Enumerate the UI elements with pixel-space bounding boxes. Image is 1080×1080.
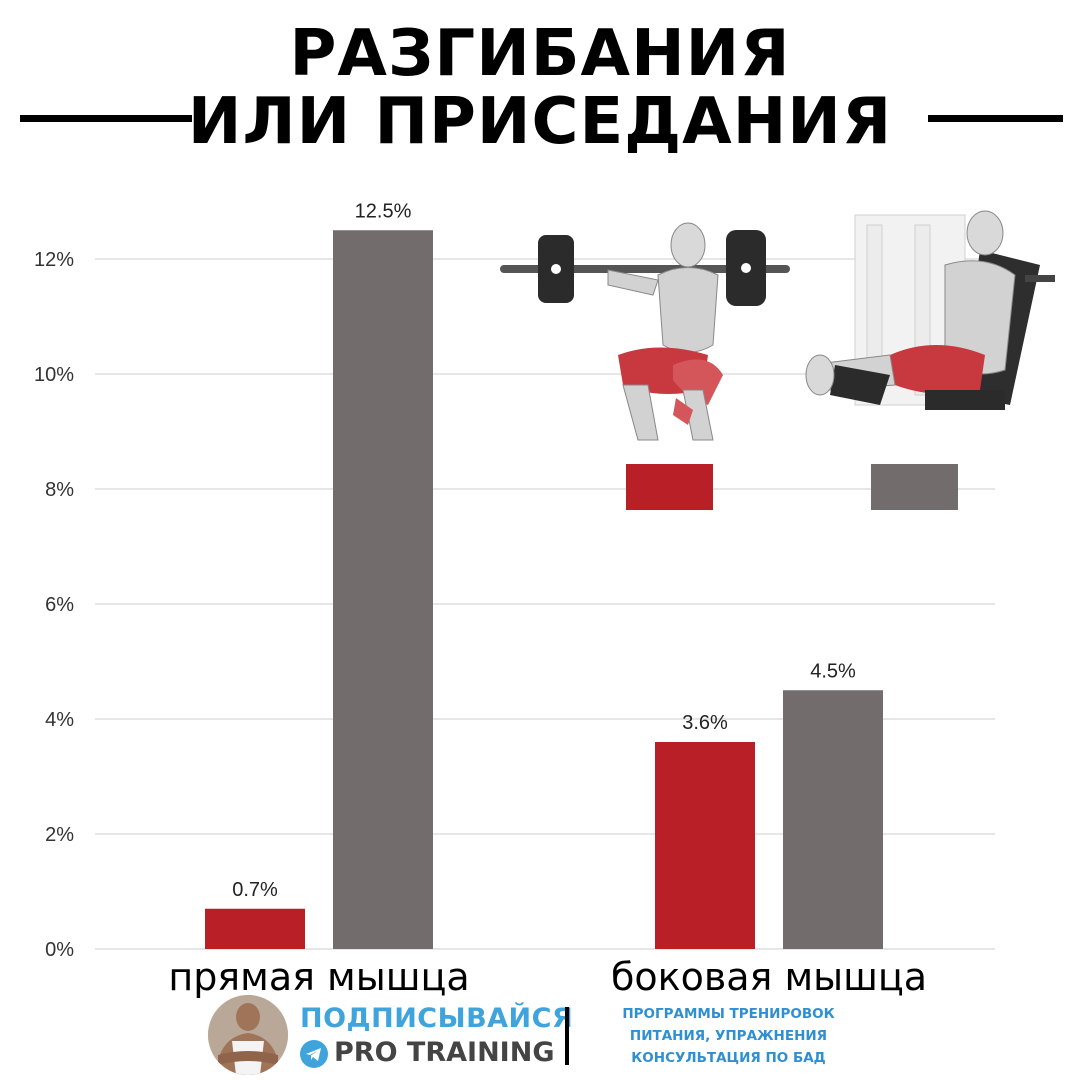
- bar-value-label: 0.7%: [232, 879, 278, 901]
- y-tick-label: 8%: [45, 479, 74, 501]
- legend-swatch: [871, 464, 958, 510]
- legend-swatch: [626, 464, 713, 510]
- page-title-line-1: РАЗГИБАНИЯ: [289, 17, 791, 91]
- y-tick-label: 10%: [34, 364, 74, 386]
- y-tick-label: 4%: [45, 709, 74, 731]
- y-tick-label: 2%: [45, 824, 74, 846]
- bar-value-label: 4.5%: [810, 660, 856, 682]
- footer-divider: [565, 1007, 569, 1065]
- services-line-1: ПРОГРАММЫ ТРЕНИРОВОК: [622, 1006, 835, 1022]
- x-category-label: прямая мышца: [168, 955, 469, 999]
- bar-value-label: 3.6%: [682, 712, 728, 734]
- avatar[interactable]: [208, 995, 288, 1075]
- services-line-3: КОНСУЛЬТАЦИЯ ПО БАД: [631, 1050, 826, 1066]
- subscribe-cta[interactable]: ПОДПИСЫВАЙСЯ: [300, 1003, 574, 1034]
- title-rule-right: [928, 115, 1063, 122]
- barbell-squat-figure: [498, 215, 798, 455]
- bar-chart: 0% 2% 4% 6% 8% 10% 12% 0.7% 3.6% 12.5% 4.5% прямая …: [34, 200, 995, 999]
- y-tick-label: 12%: [34, 249, 74, 271]
- services-list: ПРОГРАММЫ ТРЕНИРОВОК ПИТАНИЯ, УПРАЖНЕНИЯ…: [606, 1003, 851, 1069]
- page-title-line-2: ИЛИ ПРИСЕДАНИЯ: [187, 85, 893, 159]
- bar: [655, 742, 755, 949]
- bar-value-label: 12.5%: [355, 200, 412, 222]
- bar: [783, 690, 883, 949]
- telegram-icon[interactable]: [300, 1040, 328, 1068]
- y-tick-label: 0%: [45, 939, 74, 961]
- title-rule-left: [20, 115, 192, 122]
- bar: [205, 908, 305, 949]
- bar: [333, 230, 433, 949]
- channel-name[interactable]: PRO TRAINING: [334, 1037, 555, 1068]
- y-tick-label: 6%: [45, 594, 74, 616]
- leg-extension-machine-figure: [795, 205, 1065, 445]
- services-line-2: ПИТАНИЯ, УПРАЖНЕНИЯ: [629, 1028, 828, 1044]
- x-category-label: боковая мышца: [611, 955, 927, 999]
